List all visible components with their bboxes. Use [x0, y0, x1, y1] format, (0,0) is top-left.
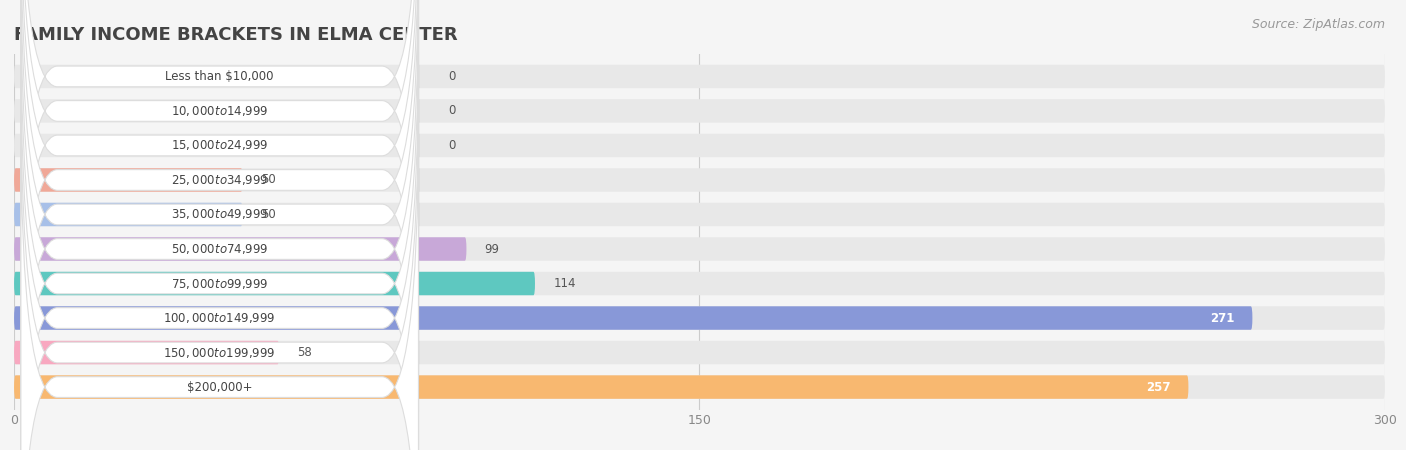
FancyBboxPatch shape: [21, 0, 419, 450]
FancyBboxPatch shape: [14, 203, 243, 226]
FancyBboxPatch shape: [21, 0, 419, 411]
FancyBboxPatch shape: [14, 237, 1385, 261]
FancyBboxPatch shape: [14, 375, 1385, 399]
Text: 50: 50: [262, 174, 276, 186]
Text: Less than $10,000: Less than $10,000: [166, 70, 274, 83]
Text: $75,000 to $99,999: $75,000 to $99,999: [172, 276, 269, 291]
Text: 114: 114: [554, 277, 576, 290]
Text: 58: 58: [298, 346, 312, 359]
Text: $100,000 to $149,999: $100,000 to $149,999: [163, 311, 276, 325]
Text: $50,000 to $74,999: $50,000 to $74,999: [172, 242, 269, 256]
Text: $200,000+: $200,000+: [187, 381, 253, 394]
FancyBboxPatch shape: [21, 0, 419, 342]
FancyBboxPatch shape: [21, 0, 419, 377]
FancyBboxPatch shape: [14, 306, 1385, 330]
FancyBboxPatch shape: [21, 52, 419, 450]
FancyBboxPatch shape: [14, 65, 1385, 88]
FancyBboxPatch shape: [14, 168, 1385, 192]
FancyBboxPatch shape: [21, 0, 419, 450]
Text: $25,000 to $34,999: $25,000 to $34,999: [172, 173, 269, 187]
FancyBboxPatch shape: [14, 99, 1385, 123]
FancyBboxPatch shape: [14, 375, 1188, 399]
FancyBboxPatch shape: [21, 18, 419, 450]
Text: 0: 0: [449, 70, 456, 83]
Text: 0: 0: [449, 139, 456, 152]
Text: Source: ZipAtlas.com: Source: ZipAtlas.com: [1251, 18, 1385, 31]
FancyBboxPatch shape: [14, 306, 1253, 330]
FancyBboxPatch shape: [21, 87, 419, 450]
FancyBboxPatch shape: [21, 122, 419, 450]
FancyBboxPatch shape: [14, 203, 1385, 226]
FancyBboxPatch shape: [14, 134, 1385, 157]
Text: $35,000 to $49,999: $35,000 to $49,999: [172, 207, 269, 221]
Text: 257: 257: [1146, 381, 1170, 394]
Text: 271: 271: [1209, 311, 1234, 324]
Text: 0: 0: [449, 104, 456, 117]
FancyBboxPatch shape: [14, 237, 467, 261]
FancyBboxPatch shape: [21, 0, 419, 446]
FancyBboxPatch shape: [14, 272, 536, 295]
Text: FAMILY INCOME BRACKETS IN ELMA CENTER: FAMILY INCOME BRACKETS IN ELMA CENTER: [14, 26, 458, 44]
FancyBboxPatch shape: [14, 341, 1385, 364]
Text: $150,000 to $199,999: $150,000 to $199,999: [163, 346, 276, 360]
FancyBboxPatch shape: [14, 272, 1385, 295]
FancyBboxPatch shape: [14, 341, 278, 364]
Text: 50: 50: [262, 208, 276, 221]
Text: $15,000 to $24,999: $15,000 to $24,999: [172, 139, 269, 153]
Text: 99: 99: [485, 243, 499, 256]
FancyBboxPatch shape: [14, 168, 243, 192]
Text: $10,000 to $14,999: $10,000 to $14,999: [172, 104, 269, 118]
